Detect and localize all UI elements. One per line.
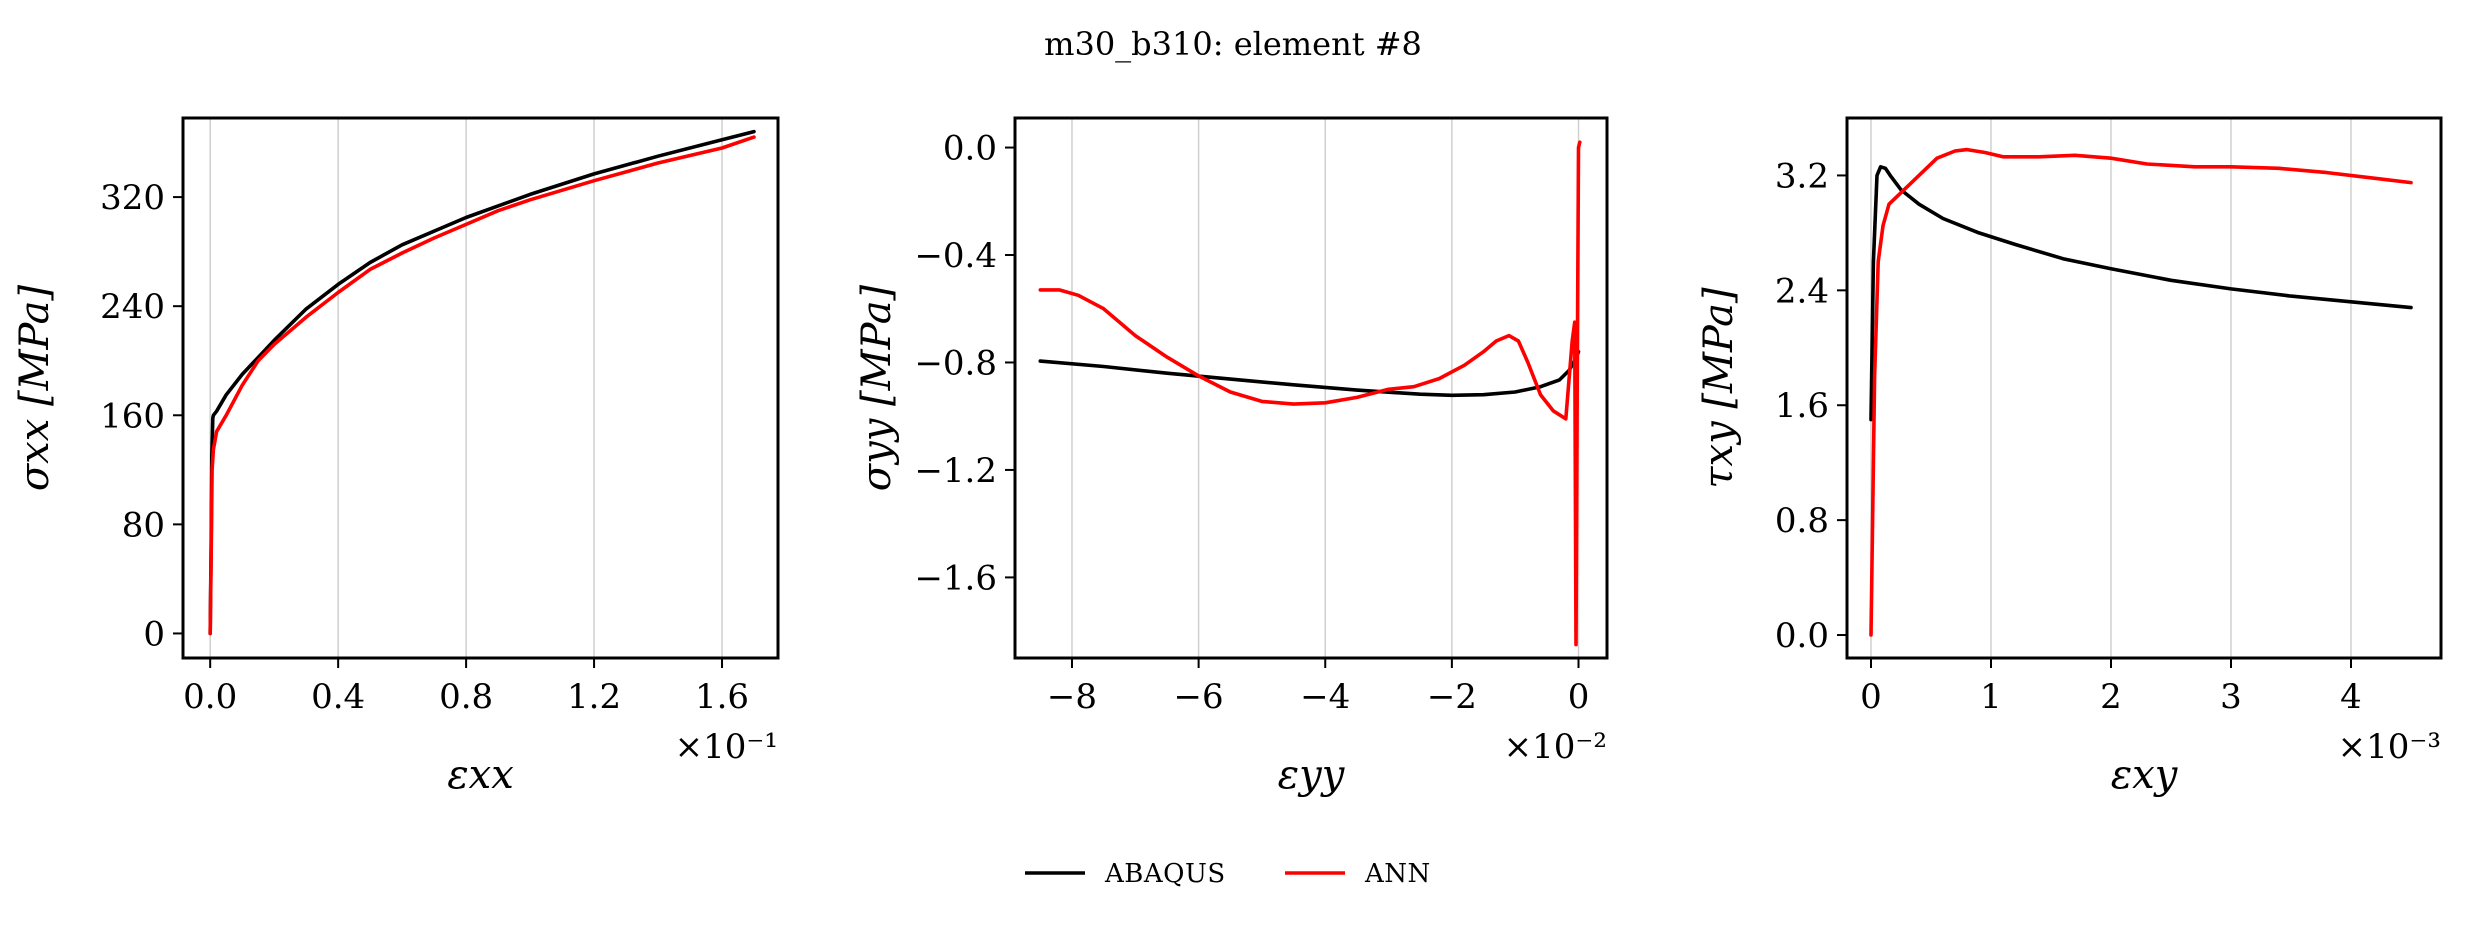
series-line-ann [1869,147,2413,637]
x-tick-label: 1.2 [567,677,621,717]
y-axis-label: σxx [MPa] [12,284,58,491]
x-multiplier-label: ×10⁻³ [2338,727,2441,767]
y-tick-label: −0.4 [914,236,997,276]
x-axis-label: εxy [2111,752,2179,798]
x-axis-label: εxx [447,752,514,798]
series-line-abaqus [208,129,756,636]
series-line-ann [208,135,756,636]
y-tick-label: 0.8 [1775,501,1829,541]
x-tick-label: 0 [1860,677,1882,717]
y-tick-label: −0.8 [914,343,997,383]
x-tick-label: 2 [2100,677,2122,717]
y-tick-label: 0 [143,614,165,654]
x-tick-label: 1.6 [695,677,749,717]
series-line-ann [1038,140,1582,647]
x-tick-label: 1 [1980,677,2002,717]
y-tick-label: 0.0 [1775,616,1829,656]
x-tick-label: −6 [1174,677,1224,717]
y-axis-label: σyy [MPa] [854,284,900,491]
legend-entry-abaqus: ABAQUS [1025,859,1226,889]
x-tick-label: −4 [1300,677,1350,717]
y-tick-label: 240 [100,287,165,327]
chart-panel-1: 0.0 0.4 0.8 1.2 1.6 0 80 160 240 320 ×10⁻¹ εxx σxx [… [12,116,780,798]
x-tick-label: 0.4 [311,677,365,717]
series-line-abaqus [1038,349,1581,398]
legend: ABAQUS ANN [1025,859,1431,889]
y-tick-label: −1.2 [914,451,997,491]
y-tick-label: 80 [122,505,165,545]
x-multiplier-label: ×10⁻² [1504,727,1607,767]
series-line-abaqus [1869,165,2413,422]
x-tick-label: 0.8 [439,677,493,717]
x-tick-label: −8 [1047,677,1097,717]
figure-title: m30_b310: element #8 [1044,25,1422,63]
y-tick-label: 320 [100,178,165,218]
legend-entry-ann: ANN [1285,859,1431,889]
x-multiplier-label: ×10⁻¹ [675,727,778,767]
legend-label: ABAQUS [1104,859,1226,889]
plot-frame [1845,116,2443,660]
y-tick-label: 1.6 [1775,386,1829,426]
x-tick-label: 3 [2220,677,2242,717]
plot-frame [181,116,780,660]
x-tick-label: −2 [1427,677,1477,717]
y-tick-label: 160 [100,396,165,436]
x-tick-label: 0.0 [183,677,237,717]
y-tick-label: −1.6 [914,558,997,598]
y-tick-label: 3.2 [1775,156,1829,196]
x-tick-label: 0 [1568,677,1590,717]
plot-frame [1013,116,1609,660]
x-axis-label: εyy [1278,752,1346,798]
x-tick-label: 4 [2340,677,2362,717]
chart-panel-2: −8 −6 −4 −2 0 0.0 −0.4 −0.8 −1.2 −1.6 ×10⁻² εyy σyy … [854,116,1609,798]
chart-panel-3: 0 1 2 3 4 0.0 0.8 1.6 2.4 3.2 ×10⁻³ εxy τxy [MPa] [1696,116,2443,798]
legend-label: ANN [1364,859,1431,889]
y-tick-label: 2.4 [1775,271,1829,311]
y-axis-label: τxy [MPa] [1696,287,1742,489]
y-tick-label: 0.0 [943,129,997,169]
